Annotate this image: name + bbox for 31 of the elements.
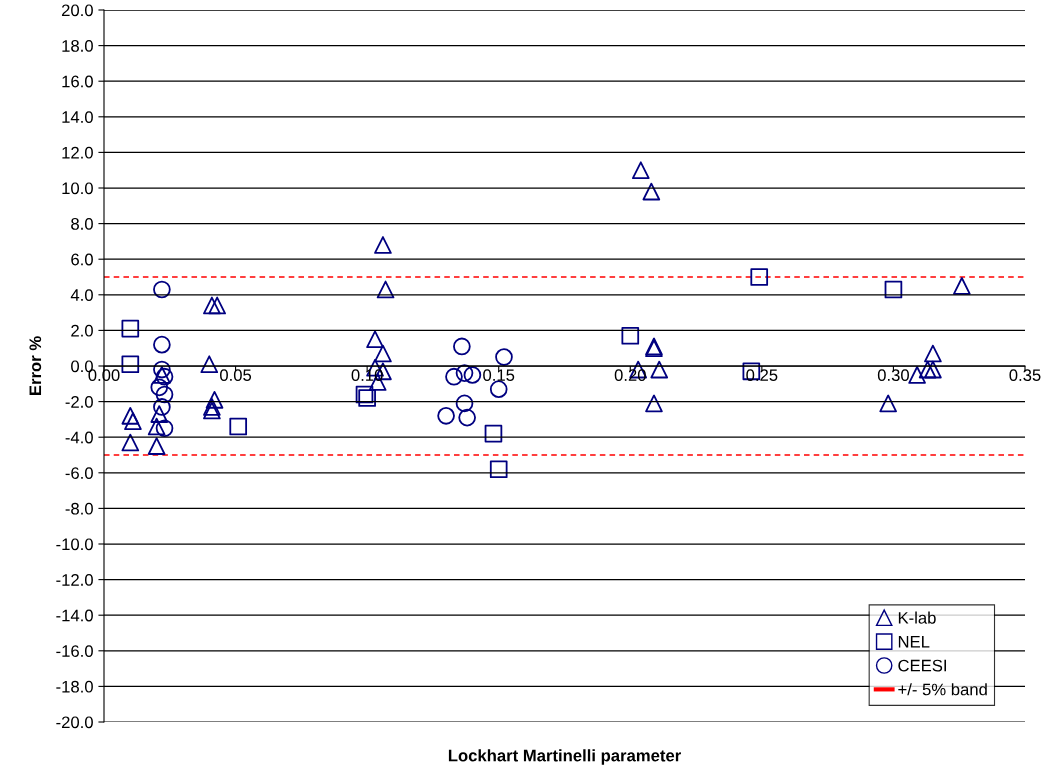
x-tick-label: 0.20: [614, 369, 646, 382]
y-tick-label: -6.0: [65, 467, 93, 479]
y-tick-label: 6.0: [71, 253, 93, 266]
y-tick-label: -12.0: [56, 574, 93, 586]
y-tick-label: -4.0: [65, 431, 93, 444]
y-tick-label: 4.0: [70, 289, 93, 301]
legend-label: CEESI: [898, 659, 946, 672]
y-tick-label: 20.0: [61, 4, 93, 17]
y-tick-label: 8.0: [71, 218, 93, 230]
y-tick-label: -18.0: [56, 680, 93, 693]
legend-label: K-lab: [898, 611, 936, 624]
y-tick-label: 14.0: [62, 111, 93, 123]
y-tick-label: -2.0: [65, 396, 93, 408]
y-tick-label: 10.0: [62, 182, 93, 195]
y-tick-label: 18.0: [62, 40, 93, 52]
x-tick-label: 0.15: [483, 369, 515, 382]
y-tick-label: -8.0: [65, 502, 93, 515]
y-tick-label: 12.0: [62, 146, 93, 159]
y-tick-label: -14.0: [56, 609, 93, 622]
y-tick-label: -16.0: [56, 645, 93, 657]
x-tick-label: 0.05: [220, 369, 252, 382]
x-tick-label: 0.30: [877, 369, 909, 382]
y-tick-label: -10.0: [56, 538, 93, 551]
y-axis-title: Error %: [29, 336, 42, 395]
y-tick-label: 2.0: [71, 324, 93, 337]
x-tick-label: 0.35: [1009, 369, 1041, 382]
x-axis-title: Lockhart Martinelli parameter: [448, 749, 681, 765]
legend-label: +/- 5% band: [898, 683, 987, 696]
legend-label: NEL: [898, 636, 930, 648]
y-tick-label: 16.0: [62, 75, 93, 88]
y-tick-label: -20.0: [56, 716, 93, 729]
